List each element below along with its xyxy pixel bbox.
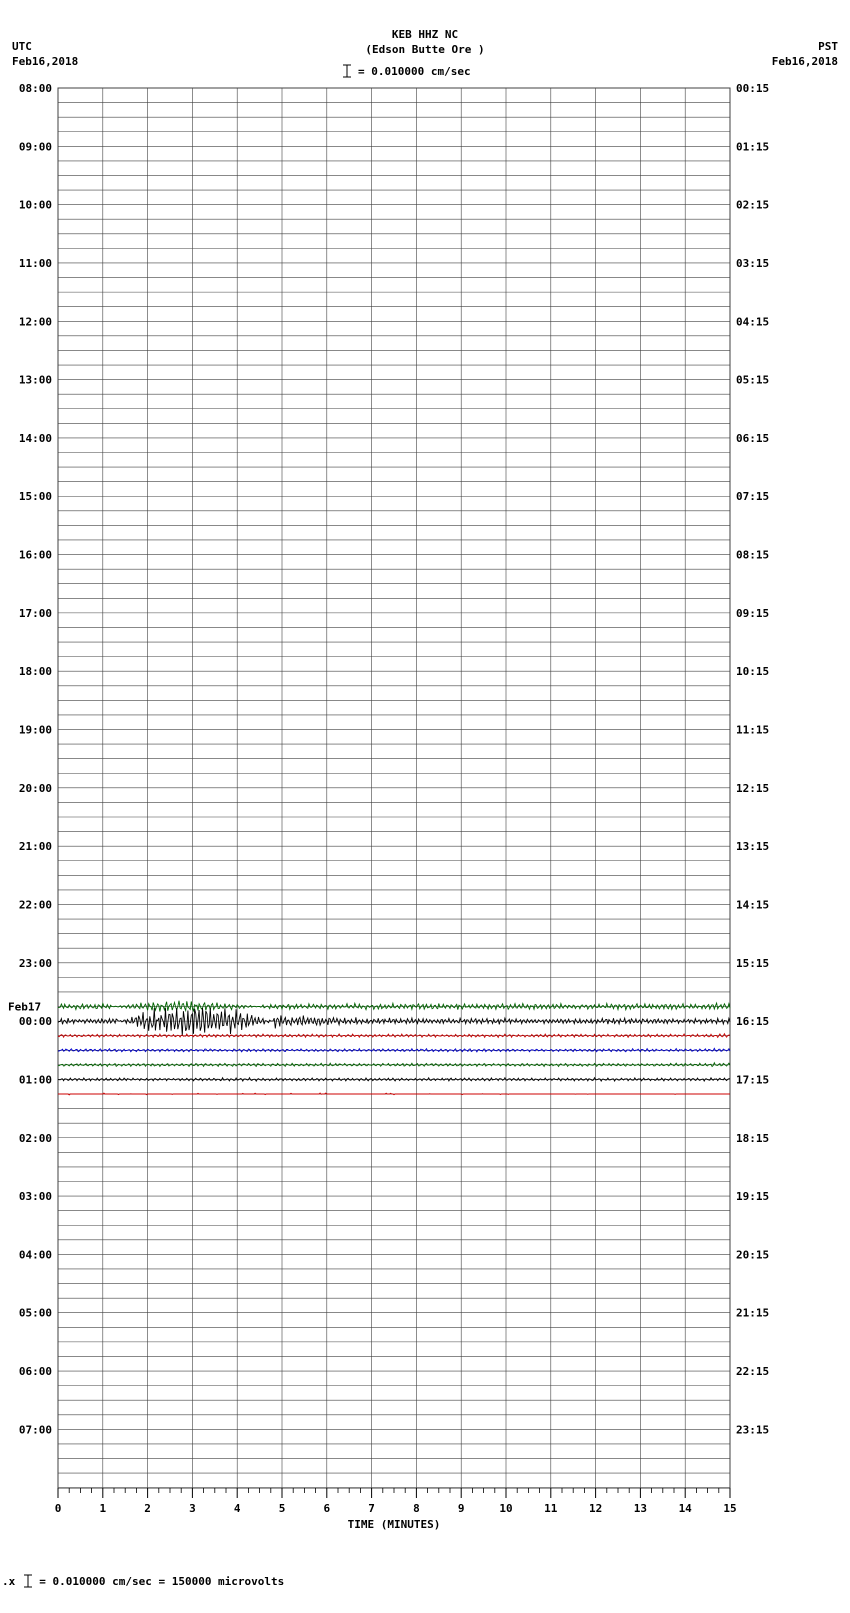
x-tick-label: 13 xyxy=(634,1502,647,1515)
utc-hour-label: 21:00 xyxy=(19,840,52,853)
footer-scale-text: = 0.010000 cm/sec = 150000 microvolts xyxy=(39,1575,284,1588)
utc-hour-label: 20:00 xyxy=(19,782,52,795)
utc-hour-label: 08:00 xyxy=(19,82,52,95)
x-tick-label: 12 xyxy=(589,1502,602,1515)
utc-hour-label: 03:00 xyxy=(19,1190,52,1203)
utc-hour-label: 05:00 xyxy=(19,1307,52,1320)
x-tick-label: 14 xyxy=(679,1502,693,1515)
x-tick-label: 11 xyxy=(544,1502,558,1515)
date-change-label: Feb17 xyxy=(8,1001,41,1014)
seismogram-plot: 08:00 09:00 10:00 11:00 12:00 13:00 14:00 15:00… xyxy=(0,0,850,1550)
pst-hour-label: 19:15 xyxy=(736,1190,769,1203)
pst-hour-label: 18:15 xyxy=(736,1132,769,1145)
x-tick-label: 2 xyxy=(144,1502,151,1515)
pst-hour-label: 16:15 xyxy=(736,1015,769,1028)
x-tick-label: 1 xyxy=(99,1502,106,1515)
x-tick-label: 10 xyxy=(499,1502,512,1515)
pst-hour-label: 10:15 xyxy=(736,665,769,678)
utc-hour-label: 00:00 xyxy=(19,1015,52,1028)
pst-hour-label: 06:15 xyxy=(736,432,769,445)
x-tick-label: 9 xyxy=(458,1502,465,1515)
pst-hour-label: 13:15 xyxy=(736,840,769,853)
utc-hour-label: 17:00 xyxy=(19,607,52,620)
pst-hour-label: 09:15 xyxy=(736,607,769,620)
x-tick-label: 8 xyxy=(413,1502,420,1515)
pst-hour-label: 03:15 xyxy=(736,257,769,270)
utc-hour-label: 15:00 xyxy=(19,490,52,503)
pst-hour-label: 02:15 xyxy=(736,199,769,212)
pst-hour-label: 14:15 xyxy=(736,898,769,911)
utc-hour-label: 07:00 xyxy=(19,1423,52,1436)
utc-hour-label: 01:00 xyxy=(19,1073,52,1086)
utc-hour-label: 06:00 xyxy=(19,1365,52,1378)
utc-hour-label: 11:00 xyxy=(19,257,52,270)
pst-hour-label: 21:15 xyxy=(736,1307,769,1320)
utc-hour-label: 12:00 xyxy=(19,315,52,328)
footer-scale-bar-icon xyxy=(21,1573,35,1589)
x-tick-label: 0 xyxy=(55,1502,62,1515)
pst-hour-label: 23:15 xyxy=(736,1423,769,1436)
pst-hour-label: 07:15 xyxy=(736,490,769,503)
utc-hour-label: 19:00 xyxy=(19,724,52,737)
utc-hour-label: 04:00 xyxy=(19,1248,52,1261)
pst-hour-label: 01:15 xyxy=(736,140,769,153)
utc-hour-label: 02:00 xyxy=(19,1132,52,1145)
x-axis-label: TIME (MINUTES) xyxy=(348,1518,441,1531)
x-tick-label: 7 xyxy=(368,1502,375,1515)
utc-hour-label: 16:00 xyxy=(19,549,52,562)
x-tick-label: 6 xyxy=(323,1502,330,1515)
pst-hour-label: 04:15 xyxy=(736,315,769,328)
utc-hour-label: 14:00 xyxy=(19,432,52,445)
x-tick-label: 4 xyxy=(234,1502,241,1515)
utc-hour-label: 09:00 xyxy=(19,140,52,153)
pst-hour-label: 11:15 xyxy=(736,724,769,737)
pst-hour-label: 05:15 xyxy=(736,374,769,387)
x-tick-label: 3 xyxy=(189,1502,196,1515)
pst-hour-label: 15:15 xyxy=(736,957,769,970)
utc-hour-label: 22:00 xyxy=(19,898,52,911)
utc-hour-label: 13:00 xyxy=(19,374,52,387)
pst-hour-label: 17:15 xyxy=(736,1073,769,1086)
utc-hour-label: 18:00 xyxy=(19,665,52,678)
pst-hour-label: 12:15 xyxy=(736,782,769,795)
pst-hour-label: 00:15 xyxy=(736,82,769,95)
utc-hour-label: 23:00 xyxy=(19,957,52,970)
utc-hour-label: 10:00 xyxy=(19,199,52,212)
pst-hour-label: 08:15 xyxy=(736,549,769,562)
x-tick-label: 5 xyxy=(279,1502,286,1515)
footer-scale: .x = 0.010000 cm/sec = 150000 microvolts xyxy=(2,1573,284,1589)
pst-hour-label: 20:15 xyxy=(736,1248,769,1261)
x-tick-label: 15 xyxy=(723,1502,736,1515)
pst-hour-label: 22:15 xyxy=(736,1365,769,1378)
